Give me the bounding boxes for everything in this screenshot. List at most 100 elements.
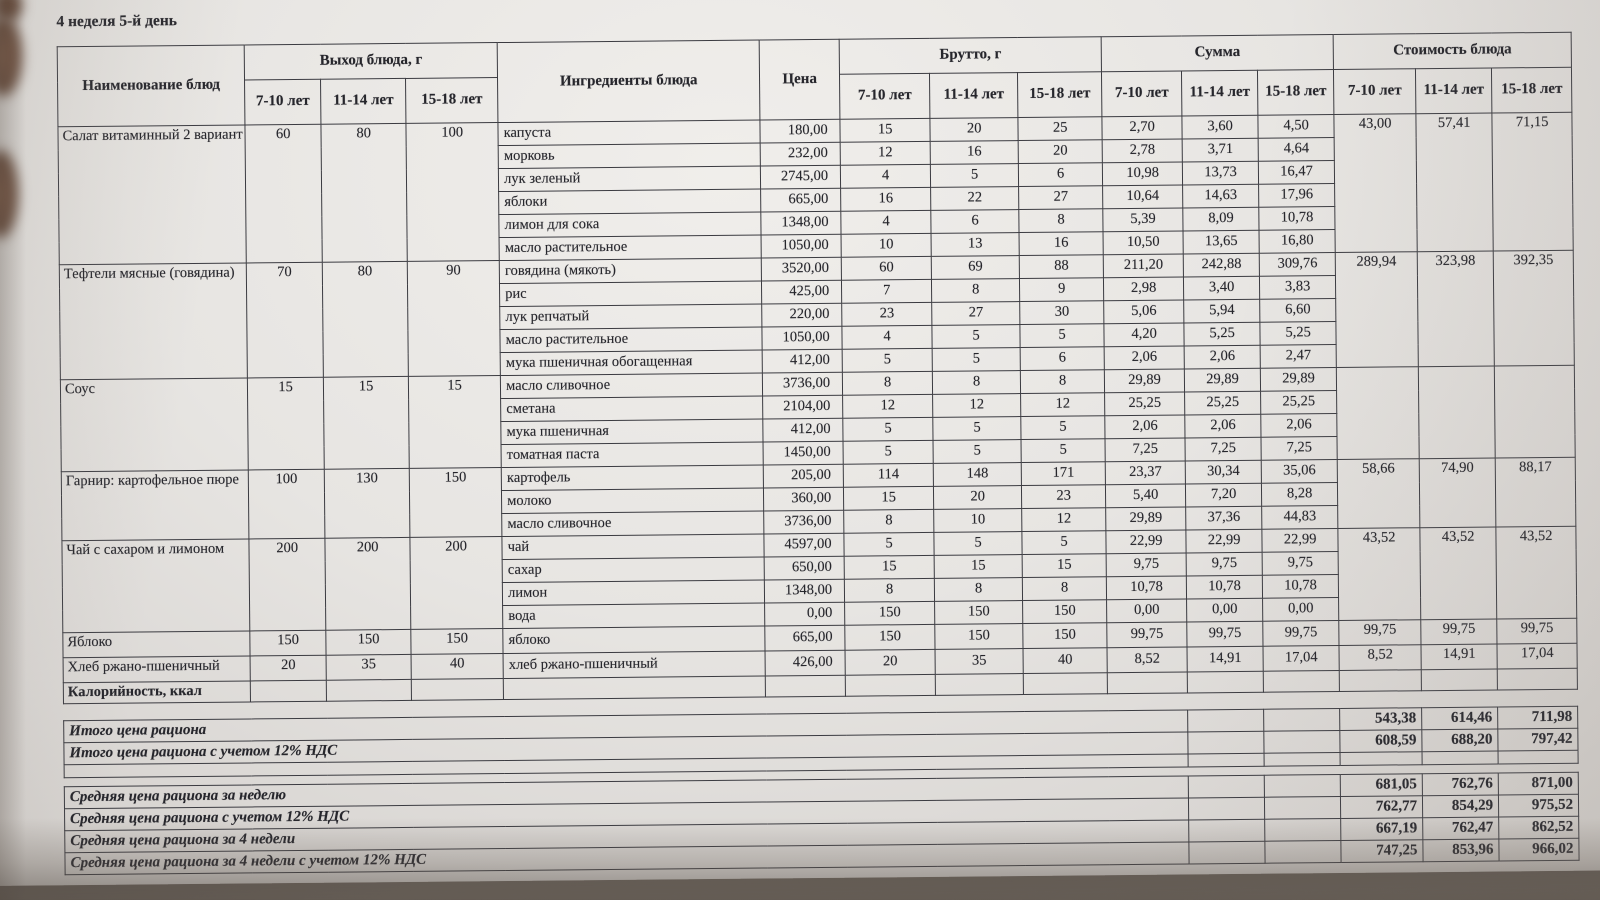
summary-value-cell: 688,20 [1421, 728, 1499, 752]
brutto-cell: 9 [1019, 277, 1104, 302]
price-cell: 0,00 [764, 602, 845, 627]
summary-value-cell: 747,25 [1340, 839, 1424, 863]
calories-empty-cell [1497, 668, 1578, 690]
output-cell: 15 [408, 375, 502, 469]
brutto-cell: 114 [843, 463, 934, 488]
brutto-cell: 6 [930, 209, 1020, 234]
calories-label-cell: Калорийность, ккал [63, 680, 251, 704]
age-header-sum-7-10: 7-10 лет [1101, 70, 1183, 117]
brutto-cell: 20 [930, 117, 1019, 142]
sum-cell: 10,78 [1186, 575, 1263, 599]
brutto-cell: 25 [1018, 116, 1103, 141]
brutto-cell: 27 [1018, 185, 1103, 210]
sum-cell: 8,28 [1261, 482, 1338, 507]
sum-cell: 7,20 [1185, 483, 1262, 507]
sum-cell: 10,50 [1103, 230, 1184, 255]
summary-value-cell: 853,96 [1422, 838, 1500, 862]
col-header-output-group: Выход блюда, г [244, 42, 498, 80]
sum-cell: 35,06 [1261, 459, 1338, 484]
brutto-cell: 30 [1019, 300, 1105, 325]
calories-empty-cell [935, 673, 1024, 696]
sum-cell: 9,75 [1262, 551, 1339, 576]
price-cell: 426,00 [765, 650, 846, 677]
brutto-cell: 5 [1020, 323, 1105, 348]
brutto-cell: 5 [930, 163, 1019, 188]
sum-cell: 3,71 [1182, 138, 1259, 162]
sum-cell: 5,25 [1184, 322, 1261, 346]
sum-cell: 2,06 [1184, 345, 1261, 369]
price-cell: 1348,00 [760, 211, 842, 236]
sum-cell: 4,50 [1258, 114, 1335, 139]
price-cell: 2104,00 [762, 395, 843, 420]
sum-cell: 29,89 [1104, 368, 1185, 393]
calories-empty-cell [1107, 671, 1188, 694]
sum-cell: 29,89 [1184, 368, 1261, 392]
cost-cell [1494, 365, 1576, 458]
sum-cell: 2,06 [1260, 413, 1338, 438]
summary-empty-cell [1264, 840, 1342, 864]
cost-cell: 58,66 [1337, 458, 1421, 529]
cost-cell: 88,17 [1495, 457, 1577, 527]
brutto-cell: 8 [844, 578, 935, 603]
calories-empty-cell [326, 679, 412, 702]
calories-empty-cell [765, 675, 846, 698]
sum-cell: 2,70 [1102, 115, 1183, 140]
ingredient-cell: лимон для сока [498, 212, 762, 238]
summary-empty-cell [1187, 731, 1265, 754]
ingredient-cell: яблоко [502, 626, 766, 654]
sum-cell: 99,75 [1186, 621, 1264, 647]
brutto-cell: 8 [932, 370, 1021, 395]
brutto-cell: 15 [1022, 553, 1107, 578]
brutto-cell: 12 [840, 141, 931, 166]
summary-empty-cell [1188, 841, 1266, 864]
brutto-cell: 23 [841, 302, 933, 327]
brutto-cell: 171 [1021, 461, 1106, 486]
sum-cell: 99,75 [1262, 620, 1340, 647]
dish-name-cell: Чай с сахаром и лимоном [61, 538, 250, 633]
summary-value-cell: 862,52 [1498, 816, 1579, 839]
dish-name-cell: Яблоко [62, 630, 251, 658]
output-cell: 70 [246, 262, 324, 378]
brutto-cell: 5 [843, 440, 934, 465]
summary-value-cell: 854,29 [1422, 794, 1499, 818]
sum-cell: 13,73 [1182, 161, 1259, 185]
sum-cell: 22,99 [1262, 528, 1339, 553]
brutto-cell: 69 [931, 255, 1020, 280]
cost-cell: 43,00 [1334, 113, 1418, 253]
brutto-cell: 150 [1022, 599, 1107, 624]
age-header-cost-7-10: 7-10 лет [1333, 68, 1417, 115]
sum-cell: 4,64 [1258, 137, 1335, 162]
brutto-cell: 60 [841, 256, 932, 281]
brutto-cell: 5 [1021, 438, 1106, 463]
brutto-cell: 5 [842, 417, 934, 442]
sum-cell: 4,20 [1104, 322, 1185, 347]
sum-cell: 2,06 [1104, 345, 1185, 370]
age-header-brutto-15-18: 15-18 лет [1017, 71, 1103, 118]
price-cell: 4597,00 [764, 533, 845, 558]
brutto-cell: 5 [844, 532, 935, 557]
brutto-cell: 150 [1022, 622, 1108, 649]
output-cell: 200 [249, 538, 326, 631]
sum-cell: 5,39 [1102, 207, 1184, 232]
ingredient-cell: масло сливочное [500, 373, 763, 399]
summary-empty-cell [1188, 797, 1265, 820]
brutto-cell: 5 [932, 416, 1022, 441]
brutto-cell: 5 [932, 324, 1021, 349]
sum-cell: 10,64 [1102, 184, 1183, 209]
sum-cell: 10,98 [1102, 161, 1183, 186]
cost-cell: 99,75 [1420, 618, 1498, 645]
sum-cell: 2,78 [1102, 138, 1183, 163]
summary-value-cell: 608,59 [1339, 729, 1423, 753]
sum-cell: 25,25 [1260, 390, 1337, 415]
summary-empty-cell [1264, 818, 1341, 842]
price-cell: 3520,00 [761, 257, 842, 282]
ingredient-cell: яблоки [498, 189, 761, 215]
output-cell: 80 [321, 123, 408, 263]
sum-cell: 30,34 [1185, 460, 1262, 484]
output-cell: 40 [411, 653, 504, 680]
dish-name-cell: Салат витаминный 2 вариант [57, 124, 247, 265]
calories-empty-cell [1339, 669, 1422, 692]
sum-cell: 16,47 [1258, 160, 1335, 185]
cost-cell: 57,41 [1416, 113, 1494, 252]
sum-cell: 5,06 [1103, 299, 1185, 324]
